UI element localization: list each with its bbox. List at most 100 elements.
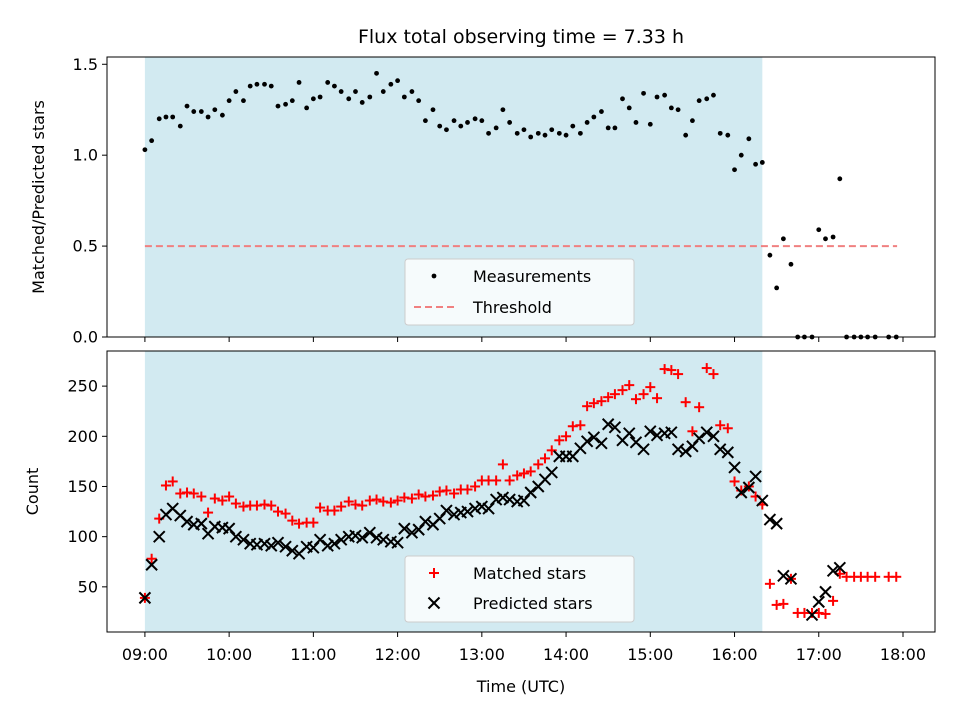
matched-star-point — [209, 493, 220, 504]
measurement-point — [304, 105, 310, 111]
matched-star-point — [504, 475, 515, 486]
measurement-point — [690, 118, 695, 124]
predicted-star-point — [608, 421, 622, 434]
predicted-star-point — [580, 435, 594, 448]
matched-star-point — [673, 369, 684, 380]
predicted-star-point — [707, 430, 720, 443]
bottom-y-ticks: 50 100 150 200 250 — [67, 377, 107, 596]
predicted-star-point — [398, 522, 411, 535]
predicted-star-point — [601, 418, 615, 431]
measurement-point — [479, 118, 485, 124]
predicted-star-point — [623, 427, 636, 440]
matched-star-point — [540, 453, 551, 464]
measurement-point — [746, 136, 752, 142]
matched-star-point — [518, 468, 529, 479]
matched-star-point — [497, 459, 508, 470]
bottom-legend: Matched stars Predicted stars — [404, 555, 635, 623]
matched-star-point — [196, 491, 207, 502]
matched-star-point — [294, 518, 305, 529]
measurement-point — [332, 83, 337, 89]
matched-star-point — [378, 496, 389, 507]
top-y-tick-label: 0.0 — [73, 328, 98, 347]
measurement-point — [254, 81, 260, 87]
bottom-y-tick-label: 200 — [67, 427, 98, 446]
predicted-star-point — [665, 426, 678, 439]
matched-star-point — [251, 500, 262, 511]
bottom-y-tick-label: 150 — [67, 477, 98, 496]
measurement-point — [388, 81, 394, 87]
matched-star-point — [603, 392, 614, 403]
bottom-x-tick-label: 11:00 — [290, 645, 336, 664]
predicted-star-point — [482, 502, 495, 515]
top-y-tick-label: 0.5 — [73, 237, 98, 256]
matched-star-point — [729, 476, 740, 487]
predicted-star-point — [419, 515, 432, 528]
predicted-star-point — [756, 494, 769, 507]
matched-star-point — [512, 470, 523, 481]
top-x-ticks — [144, 337, 904, 342]
predicted-star-point — [749, 470, 762, 483]
measurement-point — [177, 123, 183, 129]
measurement-point — [717, 130, 723, 136]
measurement-point — [353, 89, 358, 94]
measurement-point — [556, 130, 562, 136]
predicted-star-point — [334, 533, 348, 546]
measurement-point — [704, 96, 710, 102]
bottom-axes-frame — [106, 350, 936, 633]
predicted-star-point — [587, 431, 601, 444]
measurement-point — [275, 103, 281, 109]
measurement-point — [241, 98, 246, 104]
measurement-point — [486, 130, 491, 136]
measurement-point — [338, 89, 344, 94]
measurement-point — [521, 127, 527, 133]
predicted-star-point — [328, 537, 341, 550]
matched-star-point — [624, 380, 635, 391]
matched-star-point — [308, 517, 319, 528]
measurement-point — [156, 116, 162, 122]
predicted-star-point — [595, 437, 608, 450]
predicted-star-point — [405, 526, 419, 539]
measurement-point — [437, 123, 443, 129]
predicted-star-point — [195, 517, 208, 530]
measurement-point — [191, 109, 197, 114]
predicted-star-point — [637, 443, 650, 456]
measurement-point — [577, 130, 583, 136]
measurement-point — [380, 89, 386, 94]
predicted-star-point — [770, 517, 783, 530]
matched-star-point — [546, 445, 557, 456]
matched-star-point — [146, 553, 157, 564]
measurement-point — [184, 103, 190, 109]
measurement-point — [767, 252, 773, 258]
predicted-star-point — [363, 526, 377, 539]
predicted-star-point — [714, 443, 727, 456]
top-y-ticks: 0.0 0.5 1.0 1.5 — [73, 55, 107, 347]
matched-star-point — [462, 484, 473, 495]
measurement-point — [472, 116, 478, 122]
matched-star-point — [224, 491, 235, 502]
predicted-star-point — [461, 505, 474, 518]
measurement-point — [296, 80, 302, 85]
matched-star-point — [575, 420, 586, 431]
matched-star-point — [722, 423, 733, 434]
matched-star-point — [280, 508, 291, 519]
measurement-point — [500, 107, 506, 113]
measurement-point — [584, 120, 590, 125]
measurement-points — [142, 70, 899, 340]
measurement-point — [416, 98, 422, 104]
measurement-point — [626, 105, 632, 111]
measurement-point — [662, 92, 668, 98]
top-legend: Measurements Threshold — [404, 258, 635, 326]
legend-predicted-label: Predicted stars — [473, 594, 593, 613]
bottom-x-tick-label: 12:00 — [375, 645, 421, 664]
measurement-point — [612, 125, 618, 131]
bottom-y-tick-label: 100 — [67, 527, 98, 546]
top-y-axis-label: Matched/Predicted stars — [29, 100, 48, 294]
legend-matched-label: Matched stars — [473, 564, 586, 583]
matched-star-point — [230, 498, 241, 509]
measurement-point — [542, 132, 548, 138]
measurement-point — [725, 132, 731, 138]
measurement-point — [422, 118, 428, 124]
bottom-x-tick-label: 16:00 — [711, 645, 757, 664]
predicted-star-point — [805, 608, 819, 622]
predicted-star-point — [145, 558, 158, 571]
